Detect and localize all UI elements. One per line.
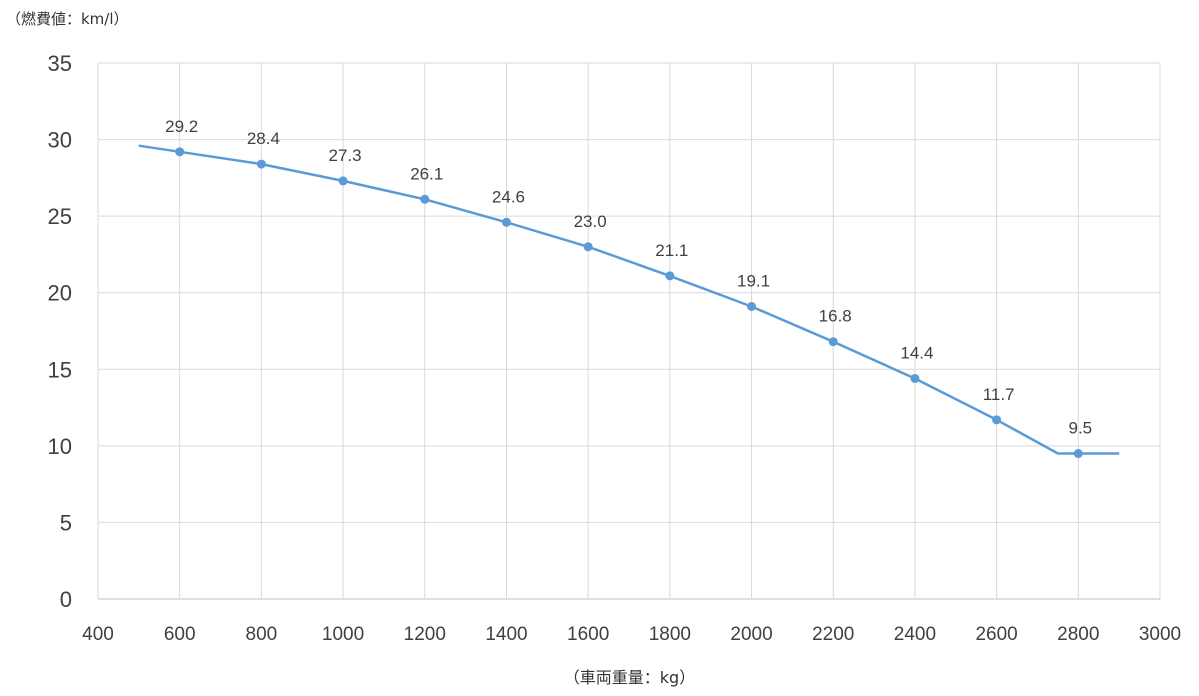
data-point <box>747 301 757 311</box>
y-tick-label: 25 <box>48 204 72 229</box>
x-tick-label: 2800 <box>1057 624 1099 645</box>
y-tick-label: 10 <box>48 434 72 459</box>
x-axis-ticks: 400 600 800 1000 1200 1400 1600 1800 2000 2200 240… <box>82 624 1181 645</box>
data-point <box>910 373 920 383</box>
data-label: 28.4 <box>247 129 280 148</box>
data-label: 21.1 <box>655 241 688 260</box>
data-label: 23.0 <box>574 212 607 231</box>
x-tick-label: 1000 <box>322 624 364 645</box>
y-tick-label: 0 <box>60 587 72 612</box>
x-tick-label: 600 <box>164 624 196 645</box>
y-tick-label: 30 <box>48 128 72 153</box>
data-label: 14.4 <box>900 343 933 362</box>
data-point <box>1073 449 1083 459</box>
data-point <box>992 415 1002 425</box>
y-axis-title: （燃費値：km/l） <box>6 10 129 28</box>
x-tick-label: 3000 <box>1139 624 1181 645</box>
data-point <box>501 217 511 227</box>
x-tick-label: 2000 <box>730 624 772 645</box>
data-label: 11.7 <box>983 385 1015 404</box>
data-label: 24.6 <box>492 187 525 206</box>
data-label: 16.8 <box>819 307 852 326</box>
series-layer <box>138 144 1120 459</box>
x-tick-label: 400 <box>82 624 114 645</box>
y-tick-label: 5 <box>60 510 72 535</box>
data-label: 26.1 <box>410 164 443 183</box>
data-label: 9.5 <box>1068 419 1092 438</box>
x-tick-label: 2600 <box>975 624 1017 645</box>
series-line <box>138 144 1120 455</box>
y-tick-label: 35 <box>48 51 72 76</box>
x-tick-label: 2200 <box>812 624 854 645</box>
data-labels-layer: 29.2 28.4 27.3 26.1 24.6 23.0 21.1 19.1 16.8 14.4… <box>165 117 1092 438</box>
x-tick-label: 2400 <box>894 624 936 645</box>
data-point <box>583 242 593 252</box>
y-tick-label: 15 <box>48 357 72 382</box>
data-label: 29.2 <box>165 117 198 136</box>
data-point <box>338 176 348 186</box>
x-tick-label: 1200 <box>404 624 446 645</box>
data-point <box>420 194 430 204</box>
x-tick-label: 1600 <box>567 624 609 645</box>
x-tick-label: 1400 <box>485 624 527 645</box>
x-tick-label: 1800 <box>649 624 691 645</box>
x-tick-label: 800 <box>246 624 278 645</box>
x-axis-title: （車両重量：kg） <box>563 668 696 687</box>
data-point <box>828 337 838 347</box>
data-point <box>665 271 675 281</box>
data-point <box>175 147 185 157</box>
data-label: 27.3 <box>329 146 362 165</box>
data-point <box>256 159 266 169</box>
data-label: 19.1 <box>737 271 770 290</box>
grid-lines <box>97 62 1161 600</box>
y-tick-label: 20 <box>48 281 72 306</box>
y-axis-ticks: 0 5 10 15 20 25 30 35 <box>48 51 72 612</box>
